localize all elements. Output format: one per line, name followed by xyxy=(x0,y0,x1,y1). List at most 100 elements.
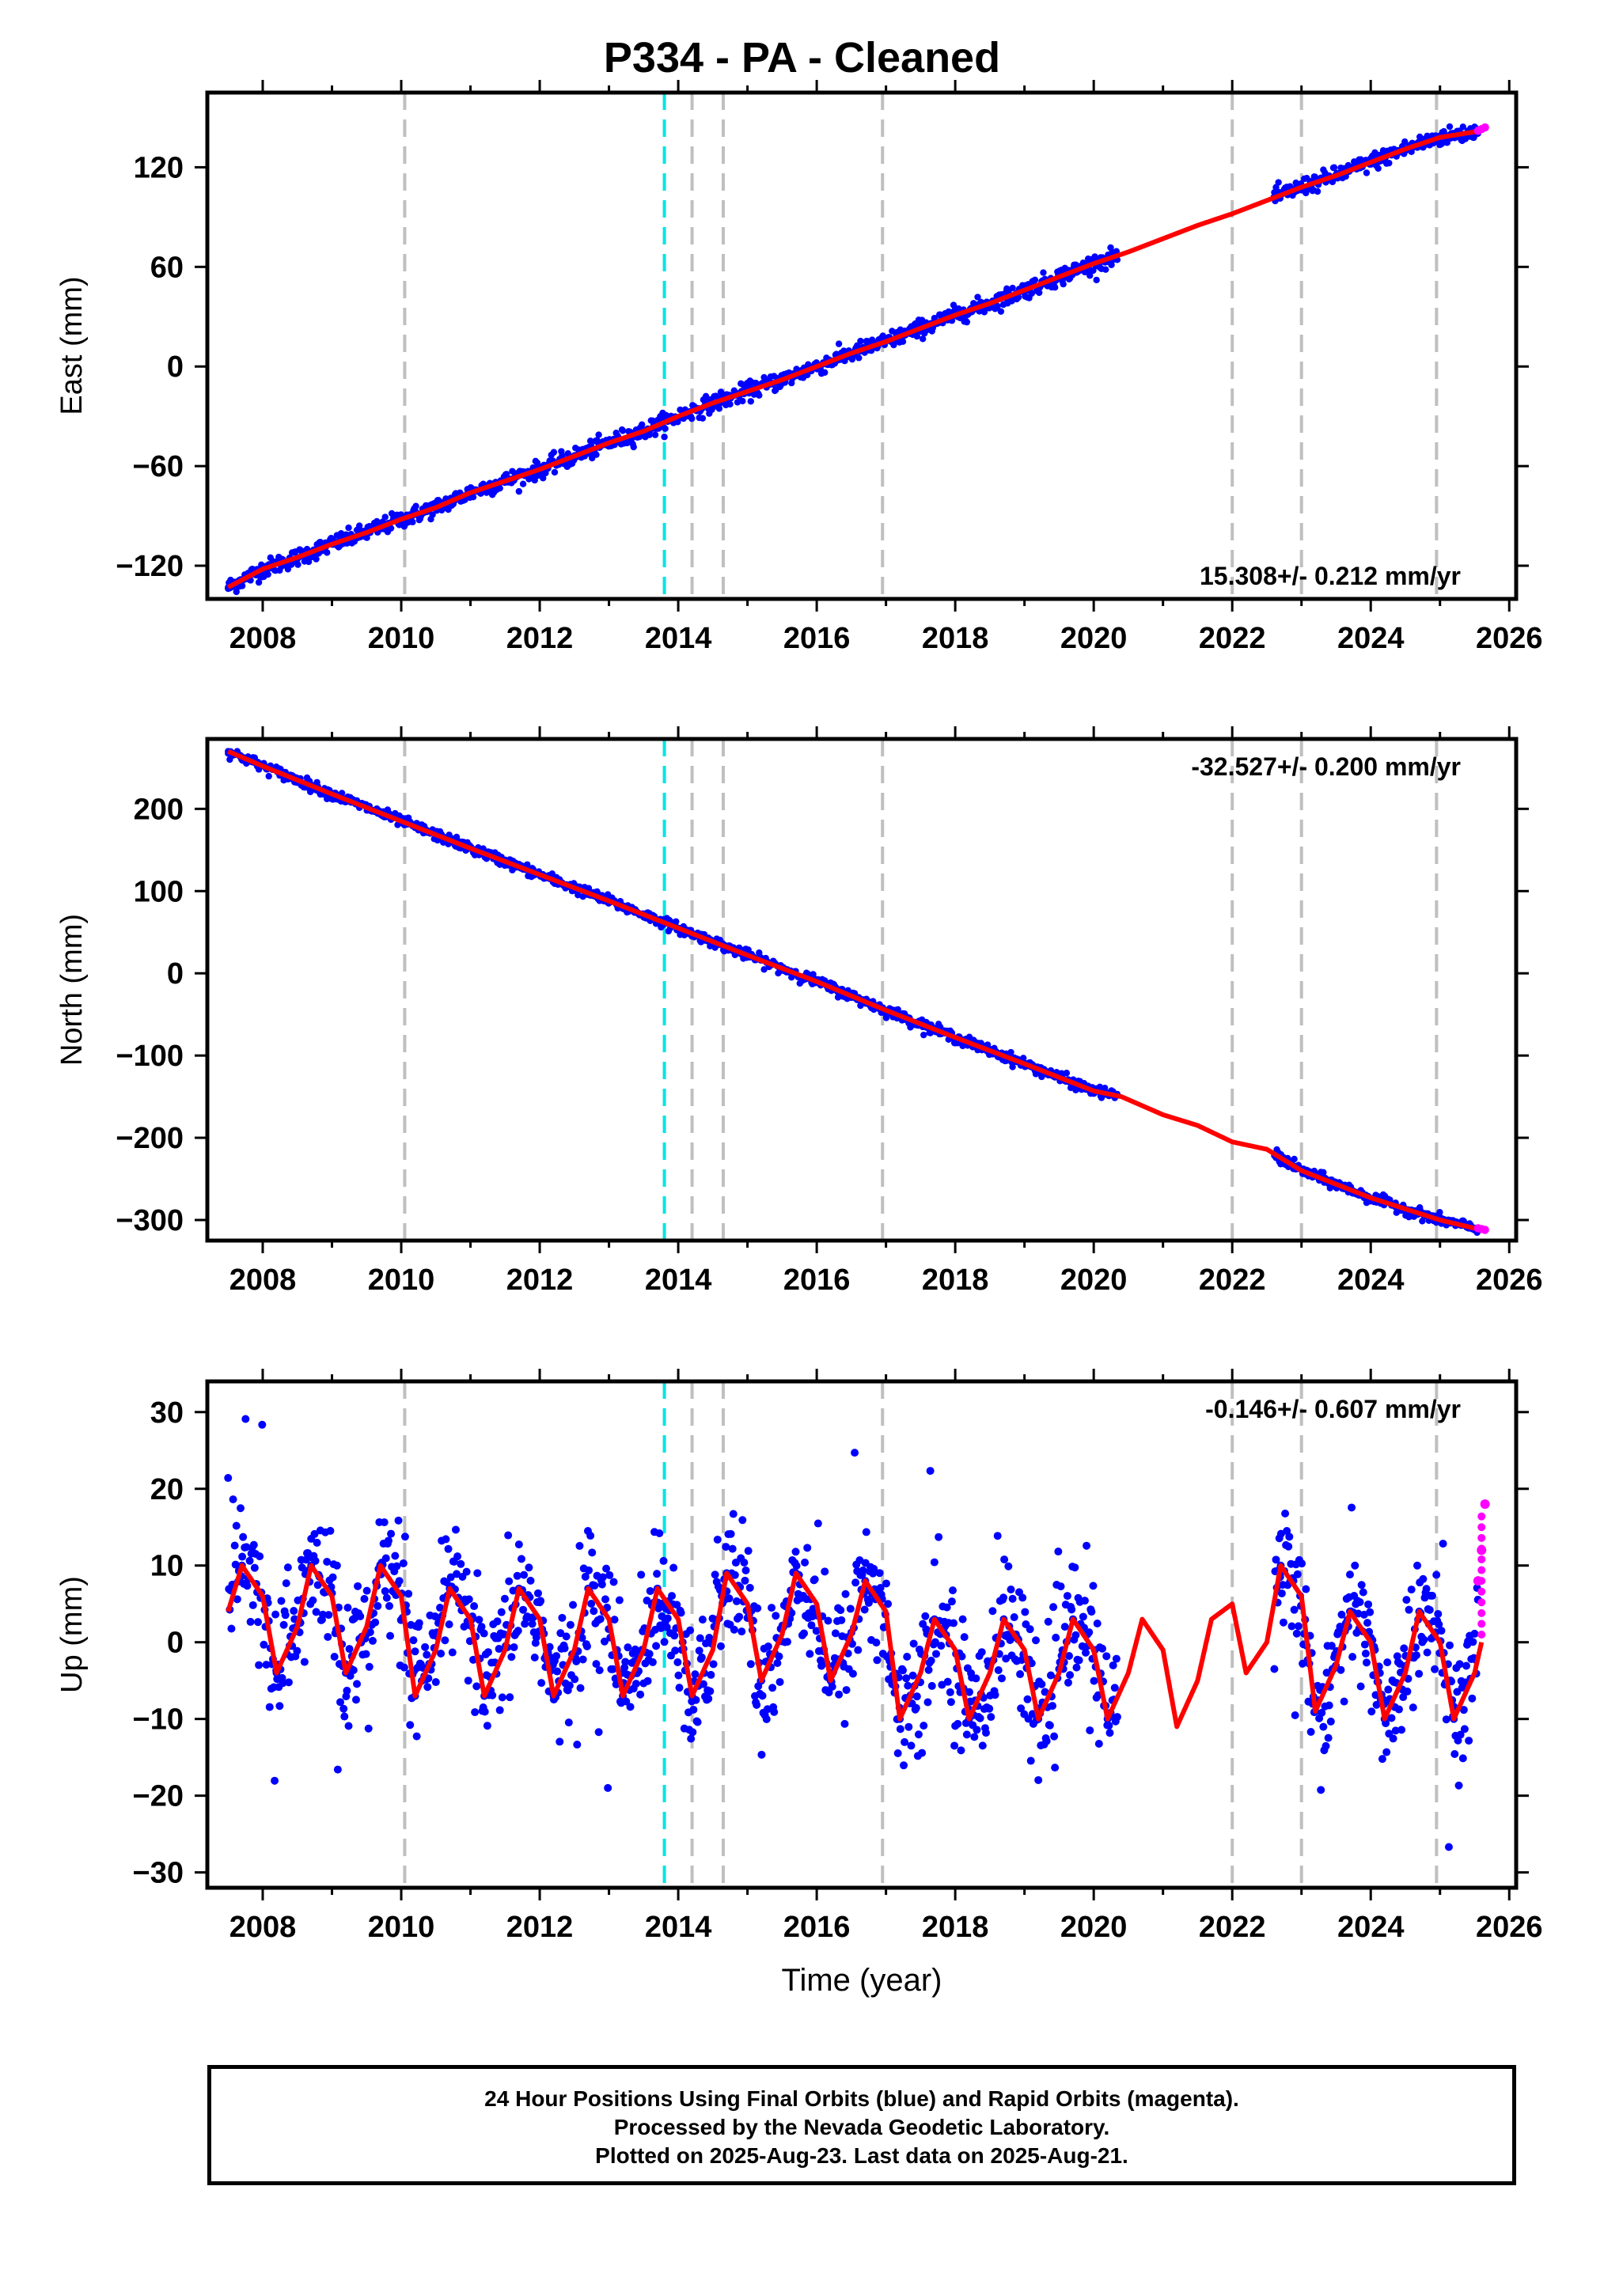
final-point xyxy=(480,1707,489,1716)
final-point xyxy=(791,1548,800,1556)
final-point xyxy=(560,1644,569,1653)
final-point xyxy=(1403,1687,1412,1695)
x-tick-label: 2010 xyxy=(368,1264,435,1297)
final-point xyxy=(1056,1582,1065,1591)
final-point xyxy=(573,1741,582,1749)
final-point xyxy=(660,1638,669,1646)
x-tick-label: 2024 xyxy=(1337,1264,1405,1297)
final-point xyxy=(848,1669,857,1678)
final-point xyxy=(381,1554,390,1563)
final-point xyxy=(258,1420,267,1429)
final-point xyxy=(738,1627,746,1636)
final-point xyxy=(930,1558,939,1567)
final-point xyxy=(803,1544,812,1552)
final-point xyxy=(946,1698,955,1707)
final-point xyxy=(470,1602,479,1611)
final-point xyxy=(483,1722,491,1730)
final-point xyxy=(324,1611,333,1620)
final-point xyxy=(462,1567,471,1576)
y-tick-label: 0 xyxy=(167,350,184,384)
final-point xyxy=(1400,1644,1409,1653)
final-point xyxy=(655,1529,664,1538)
final-point xyxy=(271,1610,280,1619)
final-point xyxy=(1383,1658,1392,1667)
final-point xyxy=(1317,1786,1325,1794)
final-point xyxy=(313,555,320,563)
final-point xyxy=(514,1540,523,1549)
final-point xyxy=(1337,1610,1346,1619)
final-point xyxy=(578,1655,587,1664)
final-point xyxy=(673,1658,682,1666)
final-point xyxy=(639,421,646,428)
x-tick-label: 2010 xyxy=(368,1911,435,1944)
y-tick-label: −60 xyxy=(133,450,184,483)
final-point xyxy=(1394,1705,1403,1714)
final-point xyxy=(239,1533,248,1541)
final-point xyxy=(355,522,363,529)
final-point xyxy=(993,1532,1002,1540)
final-point xyxy=(1405,1605,1413,1614)
final-point xyxy=(595,1666,604,1675)
final-point xyxy=(960,1633,969,1642)
caption-line-1: 24 Hour Positions Using Final Orbits (bl… xyxy=(484,2086,1239,2111)
x-tick-label: 2026 xyxy=(1476,622,1543,655)
rapid-point xyxy=(1480,1499,1490,1510)
final-point xyxy=(1087,1608,1096,1616)
final-point xyxy=(898,1666,907,1675)
final-point xyxy=(238,1552,247,1561)
x-ticks-east: 2008 2010 2012 2014 2016 2018 2020 2022 2024 2026 xyxy=(229,80,1543,655)
final-point xyxy=(1468,1694,1477,1703)
final-point xyxy=(1060,280,1067,288)
final-point xyxy=(502,471,510,478)
y-tick-label: −20 xyxy=(133,1780,184,1813)
final-point xyxy=(1419,1574,1428,1583)
final-point xyxy=(233,588,240,596)
final-point xyxy=(562,1632,571,1641)
final-point xyxy=(1010,1613,1018,1622)
final-point xyxy=(764,1642,772,1650)
x-tick-label: 2012 xyxy=(506,622,574,655)
final-point xyxy=(324,549,331,556)
final-point xyxy=(997,308,1005,315)
final-point xyxy=(330,1652,339,1661)
x-tick-label: 2018 xyxy=(922,1911,989,1944)
final-point xyxy=(1014,294,1022,301)
x-tick-label: 2014 xyxy=(645,1264,712,1297)
final-point xyxy=(431,1678,440,1687)
final-point xyxy=(1009,284,1016,292)
final-point xyxy=(421,1642,430,1651)
final-point xyxy=(550,449,558,456)
final-point xyxy=(918,1749,927,1757)
final-point xyxy=(1102,1652,1111,1661)
plot-area-north xyxy=(225,739,1489,1241)
final-point xyxy=(1112,1654,1121,1663)
final-point xyxy=(553,1667,562,1676)
final-point xyxy=(575,1541,584,1550)
final-point xyxy=(457,1559,465,1568)
final-point xyxy=(294,561,301,568)
final-point xyxy=(734,399,741,406)
final-point xyxy=(1079,1612,1087,1621)
final-point xyxy=(730,1625,738,1634)
final-point xyxy=(533,1589,542,1597)
final-point xyxy=(1363,169,1371,176)
final-point xyxy=(300,1658,309,1666)
rapid-point xyxy=(1477,1512,1486,1521)
final-point xyxy=(597,1580,606,1589)
final-point xyxy=(1462,1661,1470,1670)
final-point xyxy=(1423,1648,1431,1657)
final-point xyxy=(1037,1680,1046,1688)
x-tick-label: 2012 xyxy=(506,1264,574,1297)
final-point xyxy=(630,443,637,451)
final-point xyxy=(651,431,659,438)
final-point xyxy=(1102,266,1109,273)
final-point xyxy=(1044,1617,1052,1626)
final-point xyxy=(773,1659,782,1668)
final-point xyxy=(498,1693,506,1702)
final-point xyxy=(943,1677,952,1686)
final-point xyxy=(1023,1695,1032,1703)
final-point xyxy=(1458,1754,1467,1763)
y-tick-label: −30 xyxy=(133,1857,184,1890)
final-point xyxy=(631,1680,640,1688)
